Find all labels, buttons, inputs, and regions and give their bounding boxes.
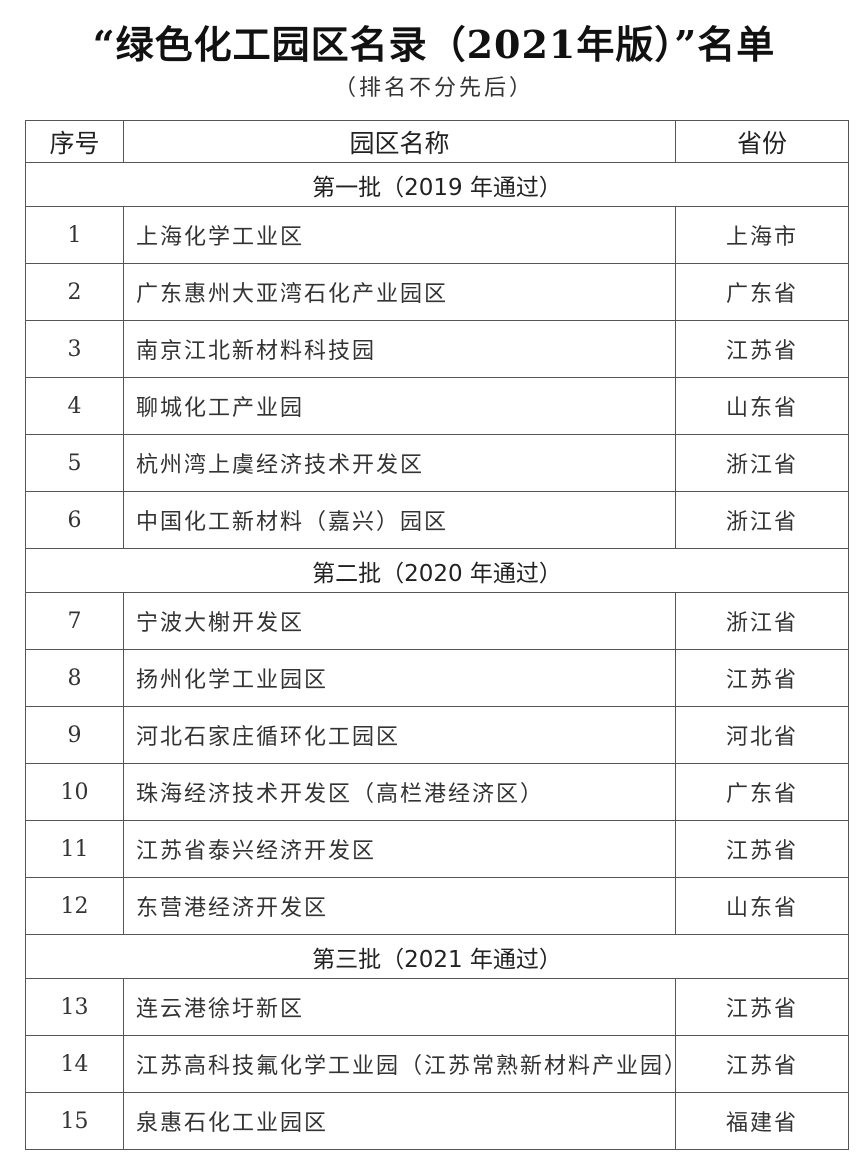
row-number: 4 [25,377,124,435]
table-row: 8 扬州化学工业园区 江苏省 [25,649,849,707]
row-number: 12 [25,877,124,935]
header-park-name: 园区名称 [123,120,676,163]
row-number: 11 [25,820,124,878]
row-number: 2 [25,263,124,321]
province: 广东省 [675,263,849,321]
table-row: 1 上海化学工业区 上海市 [25,206,849,264]
province: 浙江省 [675,491,849,549]
row-number: 10 [25,763,124,821]
table-row: 10 珠海经济技术开发区（高栏港经济区） 广东省 [25,763,849,821]
province: 福建省 [675,1092,849,1150]
row-number: 6 [25,491,124,549]
park-name: 珠海经济技术开发区（高栏港经济区） [123,763,676,821]
province: 山东省 [675,877,849,935]
table-row: 6 中国化工新材料（嘉兴）园区 浙江省 [25,491,849,549]
park-name: 泉惠石化工业园区 [123,1092,676,1150]
park-name: 中国化工新材料（嘉兴）园区 [123,491,676,549]
province: 浙江省 [675,592,849,650]
table-row: 3 南京江北新材料科技园 江苏省 [25,320,849,378]
row-number: 7 [25,592,124,650]
park-name: 河北石家庄循环化工园区 [123,706,676,764]
table-row: 7 宁波大榭开发区 浙江省 [25,592,849,650]
park-list-table: 序号 园区名称 省份 第一批（2019 年通过） 1 上海化学工业区 上海市 2 广东惠州… [25,120,849,1150]
province: 江苏省 [675,978,849,1036]
batch-label: 第二批（2020 年通过） [25,548,849,593]
park-name: 杭州湾上虞经济技术开发区 [123,434,676,492]
row-number: 9 [25,706,124,764]
batch-row: 第二批（2020 年通过） [25,548,849,593]
header-province: 省份 [675,120,849,163]
province: 江苏省 [675,820,849,878]
row-number: 5 [25,434,124,492]
table-row: 15 泉惠石化工业园区 福建省 [25,1092,849,1150]
park-name: 南京江北新材料科技园 [123,320,676,378]
row-number: 14 [25,1035,124,1093]
row-number: 15 [25,1092,124,1150]
batch-row: 第一批（2019 年通过） [25,162,849,207]
province: 山东省 [675,377,849,435]
province: 上海市 [675,206,849,264]
table-row: 4 聊城化工产业园 山东省 [25,377,849,435]
document-title: “绿色化工园区名录（2021年版）”名单 [92,22,776,67]
row-number: 1 [25,206,124,264]
row-number: 13 [25,978,124,1036]
park-name: 东营港经济开发区 [123,877,676,935]
province: 广东省 [675,763,849,821]
park-name: 上海化学工业区 [123,206,676,264]
table-row: 2 广东惠州大亚湾石化产业园区 广东省 [25,263,849,321]
park-name: 扬州化学工业园区 [123,649,676,707]
province: 河北省 [675,706,849,764]
batch-row: 第三批（2021 年通过） [25,934,849,979]
park-name: 江苏高科技氟化学工业园（江苏常熟新材料产业园） [123,1035,686,1093]
table-row: 14 江苏高科技氟化学工业园（江苏常熟新材料产业园） 江苏省 [25,1035,849,1093]
province: 江苏省 [675,649,849,707]
province: 江苏省 [675,320,849,378]
table-row: 11 江苏省泰兴经济开发区 江苏省 [25,820,849,878]
batch-label: 第一批（2019 年通过） [25,162,849,207]
row-number: 8 [25,649,124,707]
park-name: 江苏省泰兴经济开发区 [123,820,676,878]
header-number: 序号 [25,120,124,163]
table-row: 12 东营港经济开发区 山东省 [25,877,849,935]
park-name: 连云港徐圩新区 [123,978,676,1036]
park-name: 宁波大榭开发区 [123,592,676,650]
document-subtitle: （排名不分先后） [333,76,534,101]
table-row: 9 河北石家庄循环化工园区 河北省 [25,706,849,764]
table-row: 13 连云港徐圩新区 江苏省 [25,978,849,1036]
province: 浙江省 [675,434,849,492]
batch-label: 第三批（2021 年通过） [25,934,849,979]
row-number: 3 [25,320,124,378]
table-row: 5 杭州湾上虞经济技术开发区 浙江省 [25,434,849,492]
province: 江苏省 [675,1035,849,1093]
park-name: 广东惠州大亚湾石化产业园区 [123,263,676,321]
park-name: 聊城化工产业园 [123,377,676,435]
table-header-row: 序号 园区名称 省份 [25,120,849,163]
